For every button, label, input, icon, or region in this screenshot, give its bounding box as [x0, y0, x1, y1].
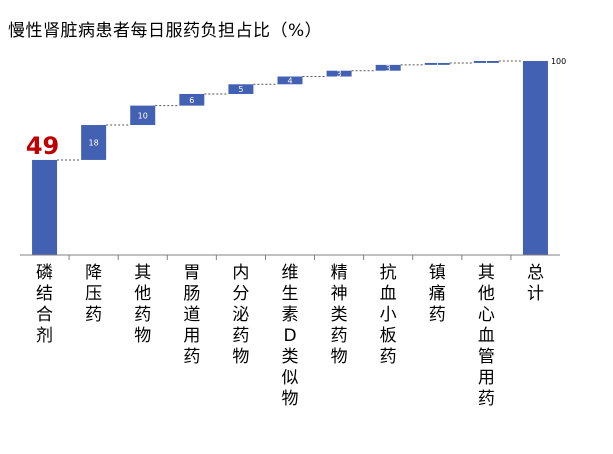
category-label-char: 小	[380, 305, 397, 325]
category-label-char: 物	[232, 347, 249, 367]
data-label-8: 3	[386, 64, 391, 73]
category-label-char: 剂	[36, 326, 53, 346]
x-axis-ticks	[68, 255, 512, 260]
bar-4	[179, 93, 205, 106]
category-label-char: 物	[134, 326, 151, 346]
data-label-5: 5	[238, 85, 243, 94]
category-label-char: 素	[282, 305, 299, 325]
data-label-6: 4	[287, 76, 292, 85]
category-label-char: 药	[331, 326, 348, 346]
data-label-total: 100	[551, 57, 566, 66]
category-label-char: 压	[85, 284, 102, 304]
bar-9	[424, 62, 450, 65]
category-label-char: 肠	[183, 284, 200, 304]
category-label-char: 合	[36, 305, 53, 325]
category-label-char: 抗	[380, 263, 397, 283]
category-label-char: 药	[380, 347, 397, 367]
data-label-4: 6	[189, 96, 194, 105]
category-label-char: 神	[331, 284, 348, 304]
bar-6	[277, 76, 303, 85]
category-label-char: 降	[85, 263, 102, 283]
data-label-3: 10	[138, 111, 148, 120]
category-label-char: 分	[232, 284, 249, 304]
category-label-char: 心	[478, 305, 495, 325]
category-label-char: 物	[331, 347, 348, 367]
data-labels-group: 49 18 10 6 5 4 3 3 1 1 100	[26, 57, 566, 160]
category-label-char: 精	[331, 263, 348, 283]
category-label-char: 似	[282, 368, 299, 388]
bar-5	[228, 84, 254, 94]
category-label-char: D	[283, 326, 296, 346]
category-label-char: 类	[331, 305, 348, 325]
category-label-char: 药	[134, 305, 151, 325]
category-label-char: 结	[36, 284, 53, 304]
category-label-char: 药	[85, 305, 102, 325]
category-label-char: 道	[183, 305, 200, 325]
bar-1	[32, 159, 58, 255]
data-label-9: 1	[435, 60, 440, 69]
category-label-char: 药	[429, 305, 446, 325]
category-label-char: 物	[282, 389, 299, 409]
connector-lines	[57, 60, 523, 161]
category-label-char: 磷	[36, 263, 53, 283]
category-label-char: 用	[183, 326, 200, 346]
bar-2	[81, 125, 107, 160]
category-label-char: 药	[232, 326, 249, 346]
bars-group	[32, 61, 548, 255]
category-label-char: 泌	[232, 305, 249, 325]
category-label-char: 板	[380, 326, 397, 346]
category-label-char: 计	[527, 284, 544, 304]
bar-8	[375, 64, 401, 71]
category-label-char: 他	[478, 284, 495, 304]
data-label-2: 18	[89, 138, 99, 147]
category-label-char: 其	[478, 263, 495, 283]
bar-7	[326, 70, 352, 77]
chart-title: 慢性肾脏病患者每日服药负担占比（%）	[8, 21, 323, 41]
data-label-10: 1	[484, 58, 489, 67]
category-labels-group: 磷结合剂降压药其他药物胃肠道用药内分泌药物维生素D类似物精神类药物抗血小板药镇痛…	[36, 263, 544, 409]
category-label-char: 他	[134, 284, 151, 304]
category-label-char: 总	[527, 263, 544, 283]
category-label-char: 镇	[429, 263, 446, 283]
category-label-char: 血	[478, 326, 495, 346]
data-label-1: 49	[26, 132, 59, 160]
category-label-char: 药	[478, 389, 495, 409]
category-label-char: 内	[232, 263, 249, 283]
bar-3	[130, 105, 156, 126]
category-label-char: 维	[282, 263, 299, 283]
category-label-char: 管	[478, 347, 495, 367]
category-label-char: 用	[478, 368, 495, 388]
category-label-char: 胃	[183, 263, 200, 283]
category-label-char: 生	[282, 284, 299, 304]
bar-11	[522, 61, 548, 255]
data-label-7: 3	[337, 70, 342, 79]
category-label-char: 痛	[429, 284, 446, 304]
bar-10	[473, 61, 499, 63]
category-label-char: 血	[380, 284, 397, 304]
category-label-char: 类	[282, 347, 299, 367]
category-label-char: 药	[183, 347, 200, 367]
category-label-char: 其	[134, 263, 151, 283]
